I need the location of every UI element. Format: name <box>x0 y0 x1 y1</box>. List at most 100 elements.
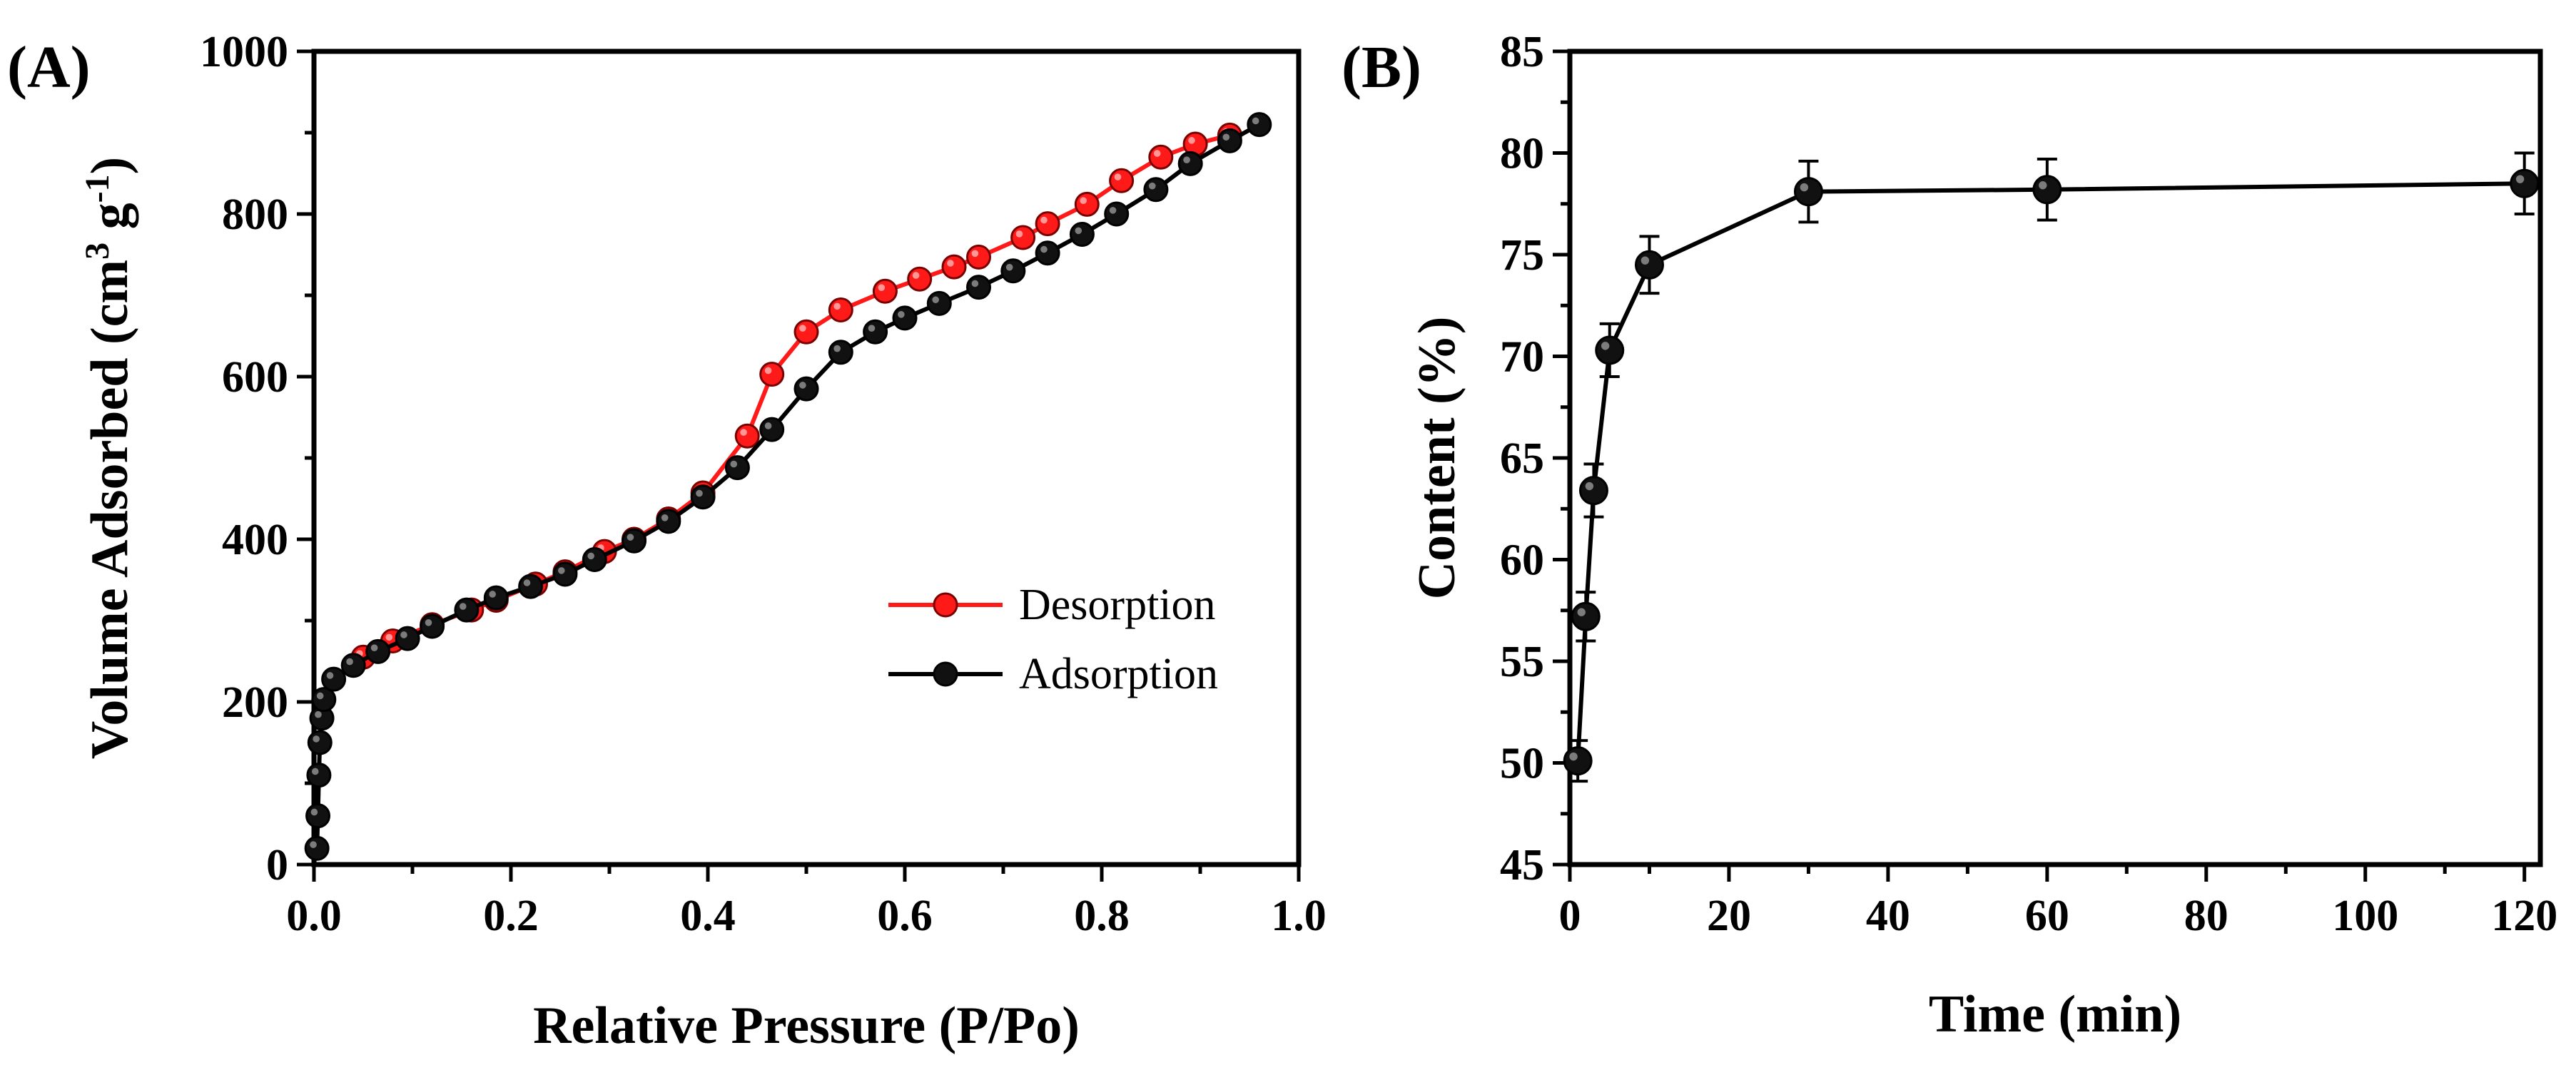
panel-a-ticks <box>297 49 1301 882</box>
data-point <box>1035 211 1060 237</box>
data-point-highlight <box>740 429 747 436</box>
data-point-highlight <box>1569 752 1578 761</box>
panel-b-series <box>1563 151 2540 783</box>
data-point-highlight <box>1075 227 1082 235</box>
data-point <box>2032 175 2062 205</box>
data-point-highlight <box>1040 245 1048 253</box>
data-point <box>966 244 991 270</box>
data-point <box>365 638 391 664</box>
data-point <box>863 319 888 345</box>
panel-a-legend: Desorption Adsorption <box>888 581 1218 698</box>
chart-panel-a: (A) 0.0 0.2 0.4 0.6 0.8 1.002004006008001000 … <box>7 28 1327 1055</box>
data-point <box>828 340 853 365</box>
y-tick-label: 200 <box>222 678 288 727</box>
data-point-highlight <box>425 619 432 626</box>
x-tick-label: 0 <box>1559 892 1581 940</box>
panel-b-tick-labels: 0 20 40 60 80 100 120 45 50 55 60 65 70 75 80 85 <box>1500 28 2557 940</box>
data-point-highlight <box>370 644 378 651</box>
data-point-highlight <box>898 311 905 318</box>
y-tick-label: 75 <box>1500 231 1544 280</box>
data-point <box>1571 601 1601 631</box>
data-point <box>1104 201 1130 227</box>
data-point-highlight <box>764 422 772 429</box>
panel-b-x-axis-title: Time (min) <box>1929 985 2181 1044</box>
x-tick-label: 0.6 <box>877 892 933 940</box>
data-point-highlight <box>764 367 772 374</box>
data-point-highlight <box>912 272 920 279</box>
data-point-highlight <box>1040 216 1048 224</box>
data-point <box>734 423 760 449</box>
data-point <box>1000 258 1026 284</box>
data-point <box>1148 144 1174 170</box>
data-point <box>1634 250 1664 280</box>
panel-b-y-axis-title: Content (%) <box>1408 317 1466 600</box>
data-point-highlight <box>385 633 393 641</box>
data-point <box>690 484 716 510</box>
data-point-highlight <box>1188 137 1195 144</box>
data-point-highlight <box>971 280 979 287</box>
data-point <box>582 547 607 572</box>
data-point-highlight <box>557 567 565 574</box>
data-point-highlight <box>313 735 320 743</box>
data-point <box>1247 112 1272 138</box>
x-tick-label: 40 <box>1866 892 1910 940</box>
data-point <box>306 763 332 788</box>
data-point <box>907 266 933 292</box>
data-point <box>1010 225 1036 250</box>
x-tick-label: 1.0 <box>1271 892 1327 940</box>
panel-b-label: (B) <box>1342 34 1421 101</box>
data-point-highlight <box>310 808 318 816</box>
data-point <box>395 626 420 651</box>
data-point <box>892 305 918 331</box>
data-point <box>321 666 347 692</box>
x-tick-label: 100 <box>2332 892 2398 940</box>
data-point <box>926 290 952 316</box>
y-tick-label: 45 <box>1500 841 1544 890</box>
legend-adsorption-label: Adsorption <box>1019 650 1218 698</box>
data-point-highlight <box>833 345 841 352</box>
data-point-highlight <box>1601 342 1610 350</box>
data-point <box>1074 191 1100 217</box>
data-point-highlight <box>799 325 806 332</box>
data-point-highlight <box>1114 173 1122 180</box>
data-point-highlight <box>1641 256 1650 265</box>
data-point-highlight <box>696 489 703 497</box>
panel-a-x-axis-title: Relative Pressure (P/Po) <box>533 997 1080 1055</box>
data-point <box>420 613 445 639</box>
x-tick-label: 0.2 <box>483 892 539 940</box>
data-point-highlight <box>2515 175 2525 183</box>
data-point <box>340 653 366 678</box>
data-point-highlight <box>1005 263 1013 271</box>
data-point <box>724 455 750 481</box>
data-point-highlight <box>310 841 317 848</box>
data-point <box>1793 177 1823 207</box>
data-point <box>872 278 898 304</box>
data-point-highlight <box>947 260 954 267</box>
panel-a-plot-frame <box>311 49 1302 867</box>
legend-desorption-marker <box>933 592 958 618</box>
data-point-highlight <box>1222 133 1230 141</box>
data-point-highlight <box>1109 207 1117 214</box>
y-tick-label: 55 <box>1500 638 1544 686</box>
series-line-adsorption <box>315 122 1261 849</box>
data-point-highlight <box>971 250 979 258</box>
data-point-highlight <box>661 514 669 521</box>
data-point-highlight <box>311 768 319 775</box>
y-tick-label: 800 <box>222 190 288 239</box>
y-tick-label: 600 <box>222 353 288 402</box>
chart-panel-b: (B) 0 20 40 60 80 100 120 45 50 55 60 65 70 75 80 85 Ti… <box>1342 28 2557 1044</box>
data-point <box>1143 177 1169 203</box>
data-point <box>1177 151 1203 176</box>
panel-a-series <box>304 112 1272 861</box>
data-point <box>828 297 853 323</box>
panel-a-y-title-mid: g <box>81 203 139 243</box>
data-point <box>1578 476 1608 506</box>
data-point <box>793 319 819 345</box>
y-tick-label: 400 <box>222 516 288 564</box>
x-tick-label: 0.0 <box>286 892 342 940</box>
data-point <box>305 803 331 829</box>
panel-b-plot-frame <box>1567 49 2543 867</box>
data-point-highlight <box>932 296 939 304</box>
data-point <box>1217 128 1242 153</box>
